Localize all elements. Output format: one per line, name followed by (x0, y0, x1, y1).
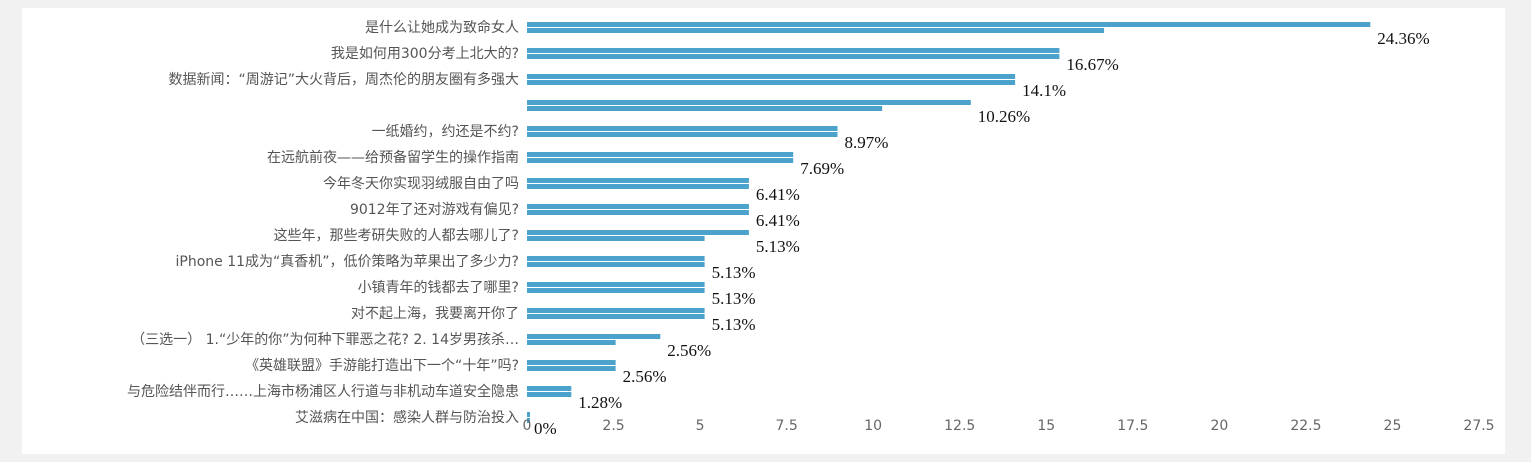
x-tick-7: 17.5 (1117, 418, 1148, 434)
value-label-9: 5.13% (712, 263, 756, 282)
bar-0-1 (527, 28, 1105, 33)
bar-5-1 (527, 158, 794, 163)
bar-9-0 (527, 256, 705, 261)
x-tick-3: 7.5 (776, 418, 798, 434)
bar-2-1 (527, 80, 1016, 85)
value-label-4: 8.97% (845, 133, 889, 152)
bar-8-0 (527, 230, 749, 235)
value-label-10: 5.13% (712, 289, 756, 308)
bars-group (527, 22, 1371, 423)
bar-3-1 (527, 106, 883, 111)
bar-3-0 (527, 100, 971, 105)
bar-12-1 (527, 340, 616, 345)
bar-12-0 (527, 334, 661, 339)
bar-7-1 (527, 210, 749, 215)
bar-1-1 (527, 54, 1060, 59)
category-label-6: 今年冬天你实现羽绒服自由了吗 (323, 176, 519, 192)
category-label-2: 数据新闻：“周游记”大火背后，周杰伦的朋友圈有多强大 (168, 71, 519, 88)
x-tick-0: 0 (523, 418, 532, 434)
chart-card: 是什么让她成为致命女人我是如何用300分考上北大的? 数据新闻：“周游记”大火背后… (22, 8, 1505, 454)
category-label-12: （三选一） 1.“少年的你”为何种下罪恶之花? 2. 14岁男孩杀… (131, 332, 519, 348)
value-label-11: 5.13% (712, 315, 756, 334)
bar-14-0 (527, 386, 572, 391)
value-labels: 24.36%16.67%14.1%10.26%8.97%7.69%6.41%6.… (534, 29, 1430, 438)
value-label-0: 24.36% (1377, 29, 1429, 48)
x-tick-8: 20 (1210, 418, 1228, 434)
bar-0-0 (527, 22, 1371, 27)
x-axis-ticks: 0 2.5 5 7.5 10 12.5 15 17.5 20 22.5 25 27.5 (523, 418, 1495, 434)
category-label-4: 一纸婚约，约还是不约? (372, 124, 519, 140)
bar-13-1 (527, 366, 616, 371)
category-label-1: 我是如何用300分考上北大的? (331, 46, 519, 62)
category-label-14: 与危险结伴而行……上海市杨浦区人行道与非机动车道安全隐患 (127, 383, 519, 400)
bar-8-1 (527, 236, 705, 241)
bar-1-0 (527, 48, 1060, 53)
category-label-8: 这些年，那些考研失败的人都去哪儿了? (274, 227, 519, 244)
x-tick-11: 27.5 (1463, 418, 1494, 434)
bar-10-0 (527, 282, 705, 287)
value-label-15: 0% (534, 419, 557, 438)
category-label-15: 艾滋病在中国：感染人群与防治投入 (295, 409, 519, 426)
value-label-8: 5.13% (756, 237, 800, 256)
x-tick-4: 10 (864, 418, 882, 434)
bar-15-0 (527, 412, 530, 417)
bar-11-1 (527, 314, 705, 319)
value-label-6: 6.41% (756, 185, 800, 204)
bar-11-0 (527, 308, 705, 313)
category-label-5: 在远航前夜——给预备留学生的操作指南 (267, 149, 519, 166)
value-label-7: 6.41% (756, 211, 800, 230)
bar-4-0 (527, 126, 838, 131)
bar-14-1 (527, 392, 572, 397)
value-label-13: 2.56% (623, 367, 667, 386)
bar-2-0 (527, 74, 1016, 79)
x-tick-2: 5 (696, 418, 705, 434)
category-label-10: 小镇青年的钱都去了哪里? (358, 280, 519, 296)
bar-10-1 (527, 288, 705, 293)
category-label-13: 《英雄联盟》手游能打造出下一个“十年”吗? (245, 357, 519, 374)
category-label-11: 对不起上海，我要离开你了 (351, 305, 519, 322)
bar-6-1 (527, 184, 749, 189)
value-label-2: 14.1% (1022, 81, 1066, 100)
bar-9-1 (527, 262, 705, 267)
x-tick-10: 25 (1384, 418, 1402, 434)
value-label-5: 7.69% (800, 159, 844, 178)
value-label-12: 2.56% (667, 341, 711, 360)
category-label-7: 9012年了还对游戏有偏见? (350, 202, 519, 218)
bar-15-1 (527, 418, 530, 423)
value-label-3: 10.26% (978, 107, 1030, 126)
value-label-14: 1.28% (578, 393, 622, 412)
value-label-1: 16.67% (1066, 55, 1118, 74)
bar-7-0 (527, 204, 749, 209)
bar-6-0 (527, 178, 749, 183)
x-tick-9: 22.5 (1290, 418, 1321, 434)
bar-13-0 (527, 360, 616, 365)
x-tick-6: 15 (1037, 418, 1055, 434)
x-tick-5: 12.5 (944, 418, 975, 434)
bar-4-1 (527, 132, 838, 137)
category-label-0: 是什么让她成为致命女人 (365, 19, 519, 36)
category-label-9: iPhone 11成为“真香机”，低价策略为苹果出了多少力? (176, 253, 519, 270)
bar-5-0 (527, 152, 794, 157)
x-tick-1: 2.5 (602, 418, 624, 434)
